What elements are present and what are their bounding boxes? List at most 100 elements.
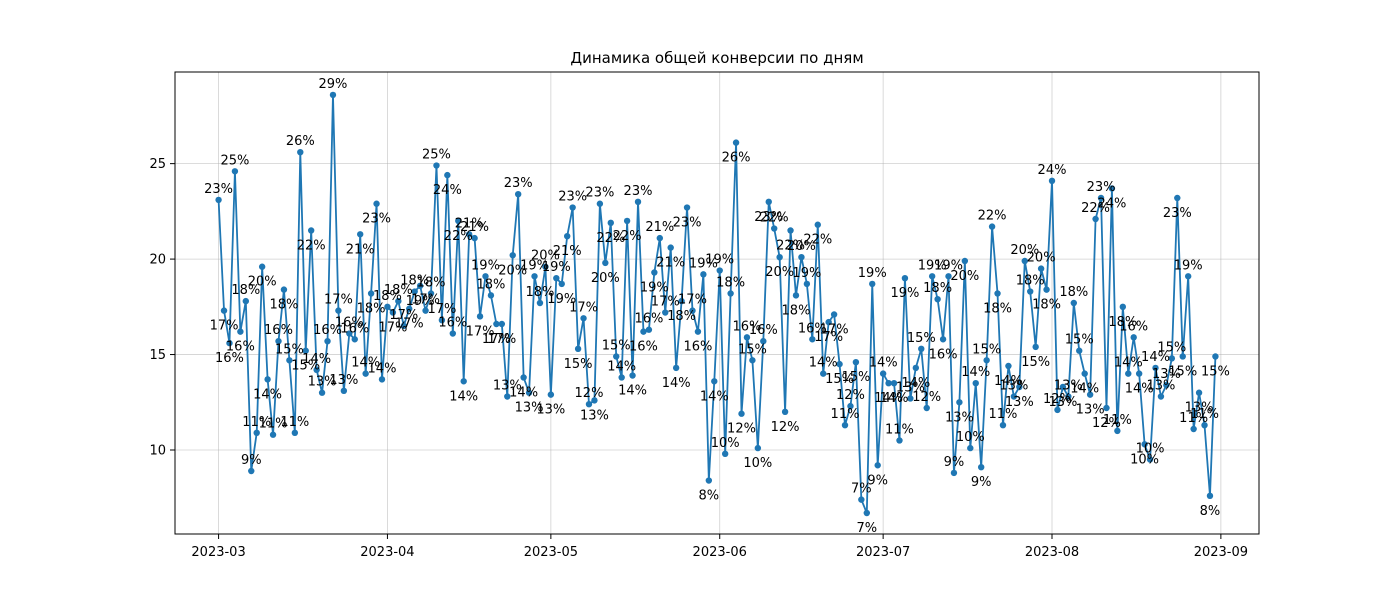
data-label: 9% xyxy=(867,473,888,488)
data-point xyxy=(1141,441,1148,448)
data-label: 16% xyxy=(1119,319,1148,334)
data-point xyxy=(291,429,299,437)
data-label: 12% xyxy=(727,422,756,437)
data-point xyxy=(580,315,587,322)
data-point xyxy=(830,311,838,318)
data-point xyxy=(564,232,571,240)
data-label: 19% xyxy=(918,258,947,273)
data-label: 22% xyxy=(596,231,625,246)
data-label: 16% xyxy=(629,340,658,355)
data-label: 17% xyxy=(395,317,424,332)
data-label: 7% xyxy=(856,521,877,536)
data-label: 20% xyxy=(248,275,277,290)
data-label: 16% xyxy=(226,340,255,355)
data-point xyxy=(1201,421,1208,429)
data-label: 14% xyxy=(880,391,909,406)
data-point xyxy=(1081,370,1088,377)
x-tick-label: 2023-05 xyxy=(524,545,578,560)
data-point xyxy=(727,290,734,297)
x-tick-label: 2023-07 xyxy=(856,545,910,560)
data-label: 14% xyxy=(1125,382,1154,397)
data-point xyxy=(945,273,952,280)
data-label: 16% xyxy=(215,351,244,366)
data-label: 13% xyxy=(308,375,337,390)
data-point xyxy=(1168,355,1176,362)
data-label: 18% xyxy=(476,277,505,292)
data-point xyxy=(231,168,239,175)
data-point xyxy=(798,253,805,261)
data-point xyxy=(335,307,342,314)
data-point xyxy=(602,259,609,267)
data-point xyxy=(841,421,849,429)
data-label: 19% xyxy=(858,266,887,281)
data-label: 15% xyxy=(841,370,870,385)
x-tick-label: 2023-04 xyxy=(360,545,414,560)
data-label: 25% xyxy=(220,153,249,168)
data-label: 22% xyxy=(803,233,832,248)
data-point xyxy=(918,345,925,353)
data-point xyxy=(340,387,348,395)
data-label: 8% xyxy=(699,489,720,504)
data-point xyxy=(716,267,723,274)
data-label: 21% xyxy=(460,220,489,235)
data-point xyxy=(1043,286,1050,293)
data-point xyxy=(302,347,309,354)
data-label: 14% xyxy=(253,387,282,402)
data-label: 14% xyxy=(509,385,538,400)
data-point xyxy=(879,370,887,377)
data-label: 20% xyxy=(787,239,816,254)
data-point xyxy=(874,462,881,469)
data-point xyxy=(765,198,772,206)
data-label: 18% xyxy=(782,303,811,318)
data-label: 17% xyxy=(482,332,511,347)
data-point xyxy=(869,280,876,288)
data-point xyxy=(220,307,228,314)
data-point xyxy=(1184,273,1192,280)
data-point xyxy=(1027,288,1034,295)
data-point xyxy=(269,431,277,438)
x-tick-label: 2023-06 xyxy=(693,545,747,560)
data-point xyxy=(487,292,495,299)
data-point xyxy=(509,252,516,259)
data-label: 9% xyxy=(944,455,965,470)
data-point xyxy=(585,400,593,408)
data-label: 19% xyxy=(520,258,549,273)
data-point xyxy=(1076,347,1083,354)
data-point xyxy=(912,364,920,372)
data-label: 17% xyxy=(814,330,843,345)
data-point xyxy=(618,374,625,381)
data-point xyxy=(787,227,794,234)
data-label: 12% xyxy=(912,390,941,405)
data-label: 15% xyxy=(291,359,320,374)
data-point xyxy=(558,280,565,288)
data-label: 14% xyxy=(449,389,478,404)
data-label: 17% xyxy=(678,293,707,308)
data-label: 20% xyxy=(531,249,560,264)
data-point xyxy=(357,231,364,238)
data-point xyxy=(1163,381,1170,389)
data-point xyxy=(770,225,778,232)
data-label: 12% xyxy=(1043,392,1072,407)
data-point xyxy=(858,496,865,503)
data-label: 16% xyxy=(438,316,467,331)
data-point xyxy=(1048,177,1056,185)
data-point xyxy=(809,336,816,343)
data-point xyxy=(416,282,424,290)
data-label: 20% xyxy=(1010,243,1039,258)
data-label: 9% xyxy=(241,453,262,468)
data-point xyxy=(1016,383,1023,391)
data-point xyxy=(967,444,974,452)
data-point xyxy=(1146,456,1154,463)
data-label: 16% xyxy=(749,323,778,338)
data-point xyxy=(781,408,789,416)
data-point xyxy=(307,227,315,234)
data-label: 14% xyxy=(1070,382,1099,397)
data-label: 16% xyxy=(733,319,762,334)
data-point xyxy=(318,389,326,396)
data-point xyxy=(1021,257,1028,265)
data-point xyxy=(444,171,451,179)
data-label: 15% xyxy=(1021,355,1050,370)
data-label: 23% xyxy=(558,190,587,205)
